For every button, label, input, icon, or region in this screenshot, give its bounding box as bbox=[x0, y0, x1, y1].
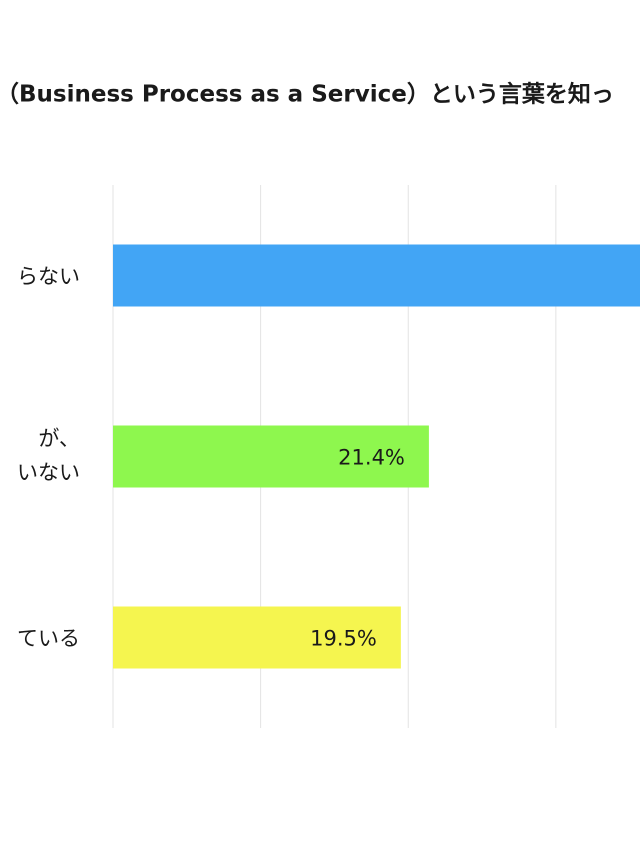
bar bbox=[113, 606, 401, 669]
category-label: が、 bbox=[38, 427, 80, 451]
value-label: 19.5% bbox=[310, 627, 377, 651]
category-label: らない bbox=[17, 265, 80, 289]
category-label: ている bbox=[17, 627, 80, 651]
category-label: いない bbox=[17, 461, 80, 485]
chart-title: （Business Process as a Service）という言葉を知っ bbox=[0, 81, 614, 108]
value-label: 21.4% bbox=[338, 446, 405, 470]
bar bbox=[113, 425, 429, 488]
bar bbox=[113, 244, 640, 307]
